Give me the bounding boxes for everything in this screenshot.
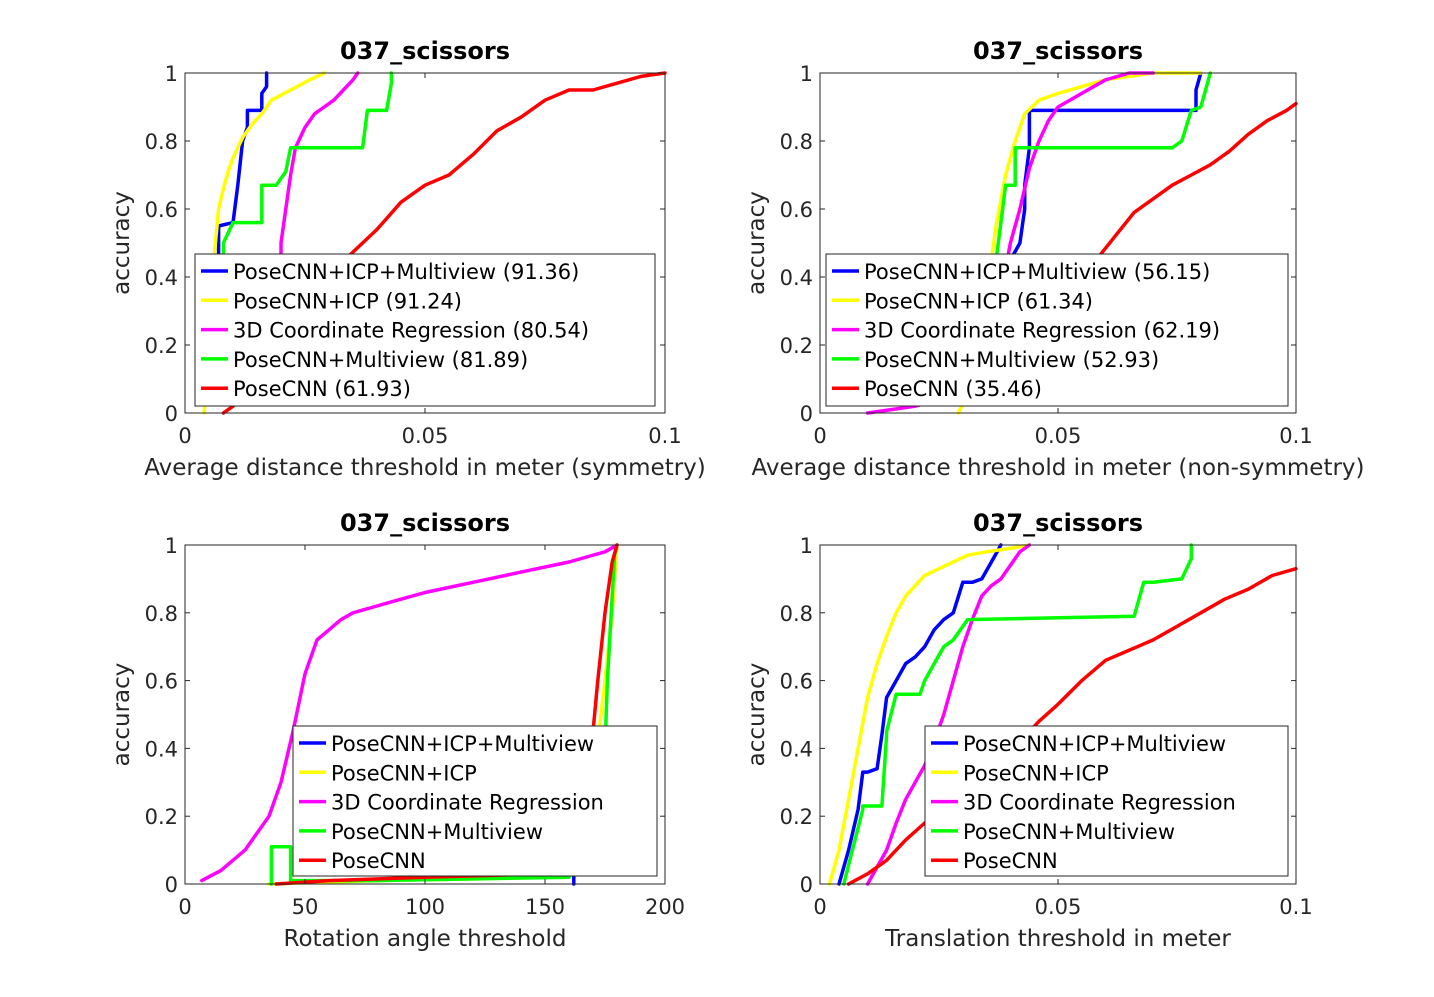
series-line-4 bbox=[269, 543, 619, 886]
x-tick-label: 0.1 bbox=[1279, 424, 1312, 448]
legend: PoseCNN+ICP+Multiview PoseCNN+ICP 3D Coord… bbox=[924, 725, 1289, 877]
x-axis-label: Translation threshold in meter bbox=[884, 926, 1231, 952]
y-tick-label: 0.2 bbox=[780, 805, 813, 829]
y-tick-label: 0.4 bbox=[780, 737, 813, 761]
series-line-1 bbox=[216, 71, 269, 262]
x-tick-label: 0 bbox=[813, 424, 826, 448]
x-tick-label: 0.1 bbox=[648, 424, 681, 448]
chart-title: 037_scissors bbox=[973, 509, 1143, 537]
series-line-3 bbox=[200, 543, 619, 883]
y-tick-label: 0.4 bbox=[780, 266, 813, 290]
y-tick-label: 0.8 bbox=[145, 130, 178, 154]
legend-entry: PoseCNN+ICP+Multiview (56.15) bbox=[864, 260, 1210, 284]
x-tick-label: 0.05 bbox=[402, 424, 449, 448]
x-tick-label: 0.05 bbox=[1035, 424, 1082, 448]
y-tick-label: 0 bbox=[165, 873, 178, 897]
y-tick-label: 1 bbox=[165, 534, 178, 558]
legend-entry: PoseCNN+ICP (91.24) bbox=[233, 289, 462, 313]
legend-entry: PoseCNN+Multiview (81.89) bbox=[233, 348, 528, 372]
series-line-4 bbox=[221, 71, 394, 279]
series-line-3 bbox=[865, 543, 1032, 886]
legend-box bbox=[194, 253, 656, 407]
x-axis-label: Rotation angle threshold bbox=[284, 926, 567, 952]
legend-box bbox=[825, 253, 1289, 407]
legend-entry: 3D Coordinate Regression bbox=[331, 791, 604, 815]
y-tick-label: 0.6 bbox=[145, 198, 178, 222]
x-axis-label: Average distance threshold in meter (non… bbox=[751, 455, 1364, 481]
y-tick-label: 0.6 bbox=[145, 670, 178, 694]
legend-entry: PoseCNN+ICP+Multiview bbox=[331, 732, 594, 756]
x-tick-label: 0 bbox=[178, 895, 191, 919]
y-axis-label: accuracy bbox=[109, 191, 135, 295]
legend-entry: PoseCNN+ICP (61.34) bbox=[864, 289, 1093, 313]
legend: PoseCNN+ICP+Multiview (91.36) PoseCNN+ICP… bbox=[194, 253, 656, 407]
legend-entry: PoseCNN bbox=[963, 849, 1058, 873]
series-line-3 bbox=[279, 71, 360, 279]
y-axis-label: accuracy bbox=[744, 191, 770, 295]
x-tick-label: 50 bbox=[292, 895, 319, 919]
y-tick-label: 0.2 bbox=[145, 805, 178, 829]
legend-entry: PoseCNN+ICP bbox=[963, 761, 1109, 785]
legend: PoseCNN+ICP+Multiview (56.15) PoseCNN+ICP… bbox=[825, 253, 1289, 407]
legend-entry: PoseCNN (35.46) bbox=[864, 377, 1042, 401]
chart-title: 037_scissors bbox=[973, 37, 1143, 65]
legend-entry: PoseCNN+Multiview bbox=[963, 820, 1175, 844]
legend-entry: 3D Coordinate Regression bbox=[963, 791, 1236, 815]
x-tick-label: 200 bbox=[645, 895, 685, 919]
y-tick-label: 0.8 bbox=[780, 602, 813, 626]
y-tick-label: 0.4 bbox=[145, 266, 178, 290]
chart-panel-1: 0 0.05 0.1 0 0.2 0.4 0.6 0.8 1 037_scissors Averag… bbox=[109, 37, 706, 481]
y-tick-label: 0 bbox=[800, 873, 813, 897]
chart-panel-3: 0 50 100 150 200 0 0.2 0.4 0.6 0.8 1 037_scissors Ro… bbox=[109, 509, 685, 952]
legend-entry: PoseCNN+ICP+Multiview (91.36) bbox=[233, 260, 579, 284]
series-line-1 bbox=[837, 543, 1003, 886]
y-tick-label: 1 bbox=[800, 534, 813, 558]
y-tick-label: 0.8 bbox=[780, 130, 813, 154]
x-tick-label: 0 bbox=[813, 895, 826, 919]
y-tick-label: 0.2 bbox=[145, 334, 178, 358]
y-tick-label: 0 bbox=[165, 402, 178, 426]
y-tick-label: 0.8 bbox=[145, 602, 178, 626]
chart-title: 037_scissors bbox=[340, 37, 510, 65]
chart-panel-4: 0 0.05 0.1 0 0.2 0.4 0.6 0.8 1 037_scissors Transl… bbox=[744, 509, 1313, 952]
x-tick-label: 150 bbox=[525, 895, 565, 919]
legend-entry: PoseCNN+Multiview (52.93) bbox=[864, 348, 1159, 372]
chart-panel-2: 0 0.05 0.1 0 0.2 0.4 0.6 0.8 1 037_scissors Averag… bbox=[744, 37, 1365, 481]
legend-entry: 3D Coordinate Regression (80.54) bbox=[233, 319, 589, 343]
x-tick-label: 0.05 bbox=[1035, 895, 1082, 919]
x-axis-label: Average distance threshold in meter (sym… bbox=[144, 455, 706, 481]
x-tick-label: 0.1 bbox=[1279, 895, 1312, 919]
y-axis-label: accuracy bbox=[744, 663, 770, 767]
y-tick-label: 0 bbox=[800, 402, 813, 426]
y-tick-label: 0.2 bbox=[780, 334, 813, 358]
legend-entry: PoseCNN (61.93) bbox=[233, 377, 411, 401]
y-axis-label: accuracy bbox=[109, 663, 135, 767]
y-tick-label: 0.6 bbox=[780, 670, 813, 694]
series-line-2 bbox=[827, 543, 1032, 886]
legend-entry: 3D Coordinate Regression (62.19) bbox=[864, 319, 1220, 343]
series-line-5 bbox=[1094, 101, 1298, 262]
legend: PoseCNN+ICP+Multiview PoseCNN+ICP 3D Coord… bbox=[292, 725, 658, 877]
chart-title: 037_scissors bbox=[340, 509, 510, 537]
x-tick-label: 100 bbox=[405, 895, 445, 919]
y-tick-label: 1 bbox=[165, 62, 178, 86]
series-line-4 bbox=[842, 543, 1194, 886]
y-tick-label: 0.6 bbox=[780, 198, 813, 222]
series-line-5 bbox=[846, 566, 1298, 886]
series-line-2 bbox=[202, 71, 326, 415]
y-tick-label: 1 bbox=[800, 62, 813, 86]
legend-box bbox=[924, 725, 1289, 877]
legend-entry: PoseCNN+ICP bbox=[331, 761, 477, 785]
y-tick-label: 0.4 bbox=[145, 737, 178, 761]
legend-entry: PoseCNN+Multiview bbox=[331, 820, 543, 844]
series-line-4 bbox=[994, 71, 1213, 262]
legend-entry: PoseCNN+ICP+Multiview bbox=[963, 732, 1226, 756]
x-tick-label: 0 bbox=[178, 424, 191, 448]
legend-entry: PoseCNN bbox=[331, 849, 426, 873]
legend-box bbox=[292, 725, 658, 877]
